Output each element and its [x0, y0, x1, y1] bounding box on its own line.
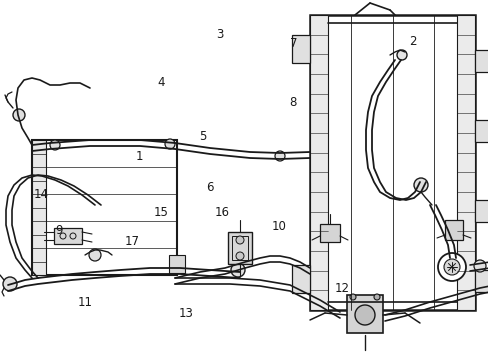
Text: 14: 14: [34, 188, 49, 201]
Bar: [474, 50, 488, 72]
Text: 5: 5: [199, 130, 206, 143]
Text: 8: 8: [289, 96, 297, 109]
Circle shape: [437, 253, 465, 281]
Text: 10: 10: [271, 220, 285, 233]
Text: 7: 7: [289, 37, 297, 50]
Text: 4: 4: [157, 76, 165, 89]
Text: 17: 17: [124, 235, 139, 248]
Text: 2: 2: [408, 35, 416, 48]
Circle shape: [473, 260, 485, 272]
Text: 6: 6: [206, 181, 214, 194]
Circle shape: [354, 305, 374, 325]
Circle shape: [236, 236, 244, 244]
Circle shape: [230, 263, 244, 277]
Circle shape: [349, 294, 355, 300]
Bar: [169, 255, 184, 273]
Bar: [291, 35, 309, 63]
Circle shape: [373, 294, 379, 300]
Text: 3: 3: [216, 28, 224, 41]
Bar: [32, 140, 177, 275]
Circle shape: [413, 178, 427, 192]
Text: 16: 16: [215, 206, 229, 219]
Circle shape: [396, 50, 406, 60]
Bar: [309, 15, 327, 310]
Circle shape: [236, 252, 244, 260]
Circle shape: [443, 259, 459, 275]
Circle shape: [50, 140, 60, 150]
Circle shape: [13, 109, 25, 121]
Text: 15: 15: [154, 206, 168, 219]
Bar: [474, 120, 488, 142]
Bar: [319, 224, 339, 242]
Bar: [32, 140, 46, 275]
Bar: [474, 200, 488, 222]
Bar: [309, 15, 474, 310]
Bar: [291, 265, 309, 293]
Bar: [456, 15, 474, 310]
Bar: [54, 228, 82, 244]
Text: 12: 12: [334, 282, 349, 294]
Text: 13: 13: [178, 307, 193, 320]
Circle shape: [274, 151, 285, 161]
Bar: [474, 270, 488, 292]
Circle shape: [89, 249, 101, 261]
Bar: [444, 220, 462, 240]
Bar: [227, 232, 251, 264]
Circle shape: [164, 139, 175, 149]
Bar: [231, 236, 247, 260]
Text: 9: 9: [55, 224, 62, 237]
Text: 11: 11: [78, 296, 93, 309]
Bar: [346, 295, 382, 333]
Circle shape: [3, 277, 17, 291]
Text: 1: 1: [135, 150, 143, 163]
